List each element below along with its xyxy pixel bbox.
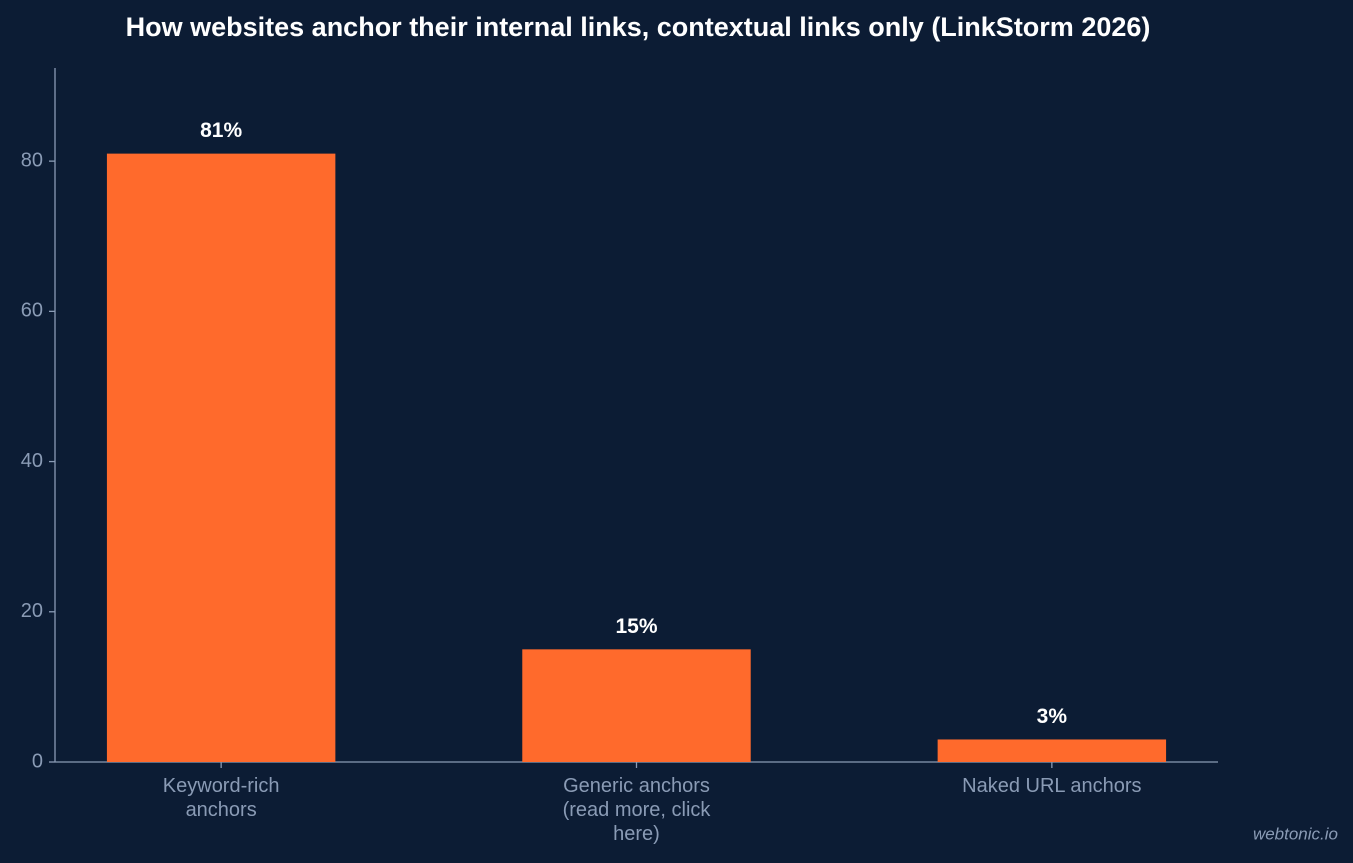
watermark: webtonic.io <box>1253 824 1338 843</box>
value-label: 81% <box>200 119 242 142</box>
x-tick-label: Naked URL anchors <box>962 775 1142 797</box>
x-tick-label: Generic anchors (read more, click here) <box>562 775 711 845</box>
x-tick-label: Keyword-rich anchors <box>162 775 280 821</box>
value-label: 3% <box>1037 705 1068 728</box>
chart-title: How websites anchor their internal links… <box>126 12 1151 42</box>
y-tick-label: 80 <box>21 149 43 171</box>
bar <box>106 153 336 762</box>
y-tick-label: 40 <box>21 450 43 472</box>
bar <box>937 739 1167 762</box>
y-tick-label: 20 <box>21 600 43 622</box>
y-tick-label: 60 <box>21 300 43 322</box>
bar <box>522 649 751 762</box>
y-tick-label: 0 <box>32 750 43 772</box>
value-label: 15% <box>615 615 657 638</box>
